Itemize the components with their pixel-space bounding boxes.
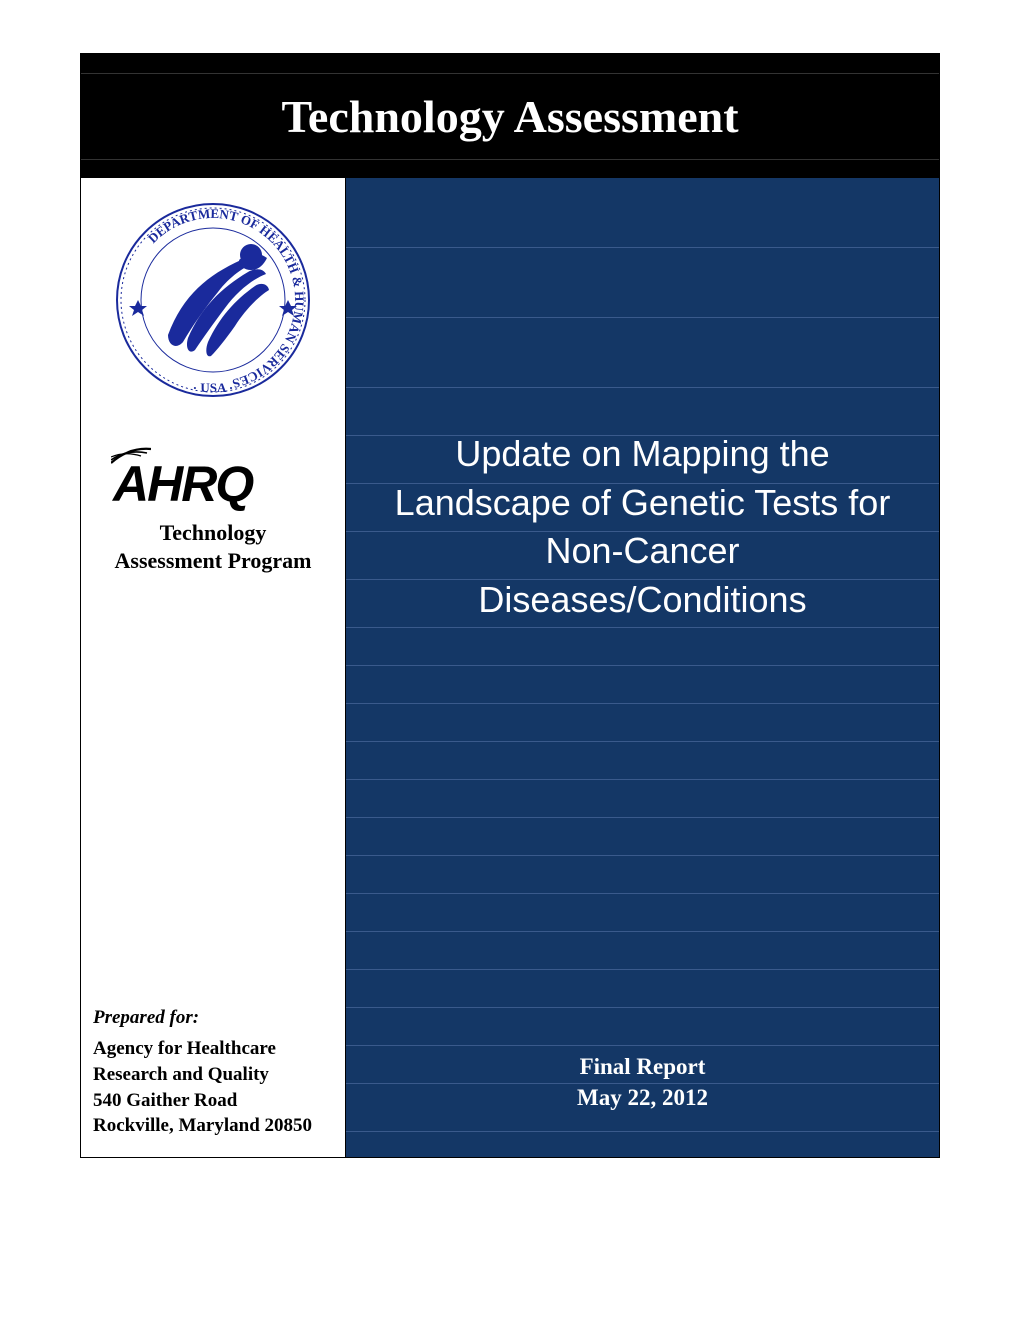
- rule-row: [346, 970, 939, 1008]
- header-spacer-top: [81, 54, 939, 74]
- swoosh-icon: [111, 447, 151, 465]
- rule-row: [346, 704, 939, 742]
- header-spacer-bottom: [81, 159, 939, 177]
- rule-row: [346, 932, 939, 970]
- rule-row: [346, 742, 939, 780]
- rule-row: [346, 248, 939, 318]
- rule-row: [346, 780, 939, 818]
- rule-row: [346, 178, 939, 248]
- ruled-lines: [346, 178, 939, 1157]
- prep-line4: Rockville, Maryland 20850: [93, 1113, 337, 1139]
- left-spacer: [89, 574, 337, 1005]
- rule-row: [346, 894, 939, 932]
- svg-text:· USA ·: · USA ·: [193, 380, 233, 395]
- header-bar: Technology Assessment: [80, 53, 940, 178]
- tap-line2: Assessment Program: [89, 547, 337, 575]
- rule-row: [346, 1008, 939, 1046]
- title-line3: Non-Cancer: [364, 527, 921, 576]
- content: DEPARTMENT OF HEALTH & HUMAN SERVICES · …: [80, 178, 940, 1158]
- rule-row: [346, 388, 939, 436]
- header-title: Technology Assessment: [81, 74, 939, 159]
- prepared-for-block: Prepared for: Agency for Healthcare Rese…: [89, 1005, 337, 1139]
- document-title: Update on Mapping the Landscape of Genet…: [346, 430, 939, 624]
- title-line1: Update on Mapping the: [364, 430, 921, 479]
- rule-row: [346, 856, 939, 894]
- prep-line1: Agency for Healthcare: [93, 1036, 337, 1062]
- report-meta: Final Report May 22, 2012: [346, 1051, 939, 1113]
- rule-row: [346, 318, 939, 388]
- rule-row: [346, 628, 939, 666]
- prepared-label: Prepared for:: [93, 1005, 337, 1031]
- rule-row: [346, 666, 939, 704]
- right-column: Update on Mapping the Landscape of Genet…: [346, 178, 939, 1157]
- prep-line3: 540 Gaither Road: [93, 1088, 337, 1114]
- ahrq-logo-text: AHRQ: [113, 455, 313, 513]
- page: Technology Assessment DEPARTMENT OF HEAL…: [0, 0, 1020, 1320]
- report-date: May 22, 2012: [346, 1082, 939, 1113]
- title-line4: Diseases/Conditions: [364, 576, 921, 625]
- tap-label: Technology Assessment Program: [89, 519, 337, 574]
- ahrq-logo: AHRQ: [113, 455, 313, 513]
- final-report-label: Final Report: [346, 1051, 939, 1082]
- rule-row: [346, 818, 939, 856]
- left-column: DEPARTMENT OF HEALTH & HUMAN SERVICES · …: [81, 178, 346, 1157]
- prepared-body: Agency for Healthcare Research and Quali…: [93, 1036, 337, 1139]
- tap-line1: Technology: [89, 519, 337, 547]
- title-line2: Landscape of Genetic Tests for: [364, 479, 921, 528]
- hhs-seal-icon: DEPARTMENT OF HEALTH & HUMAN SERVICES · …: [113, 200, 313, 400]
- prep-line2: Research and Quality: [93, 1062, 337, 1088]
